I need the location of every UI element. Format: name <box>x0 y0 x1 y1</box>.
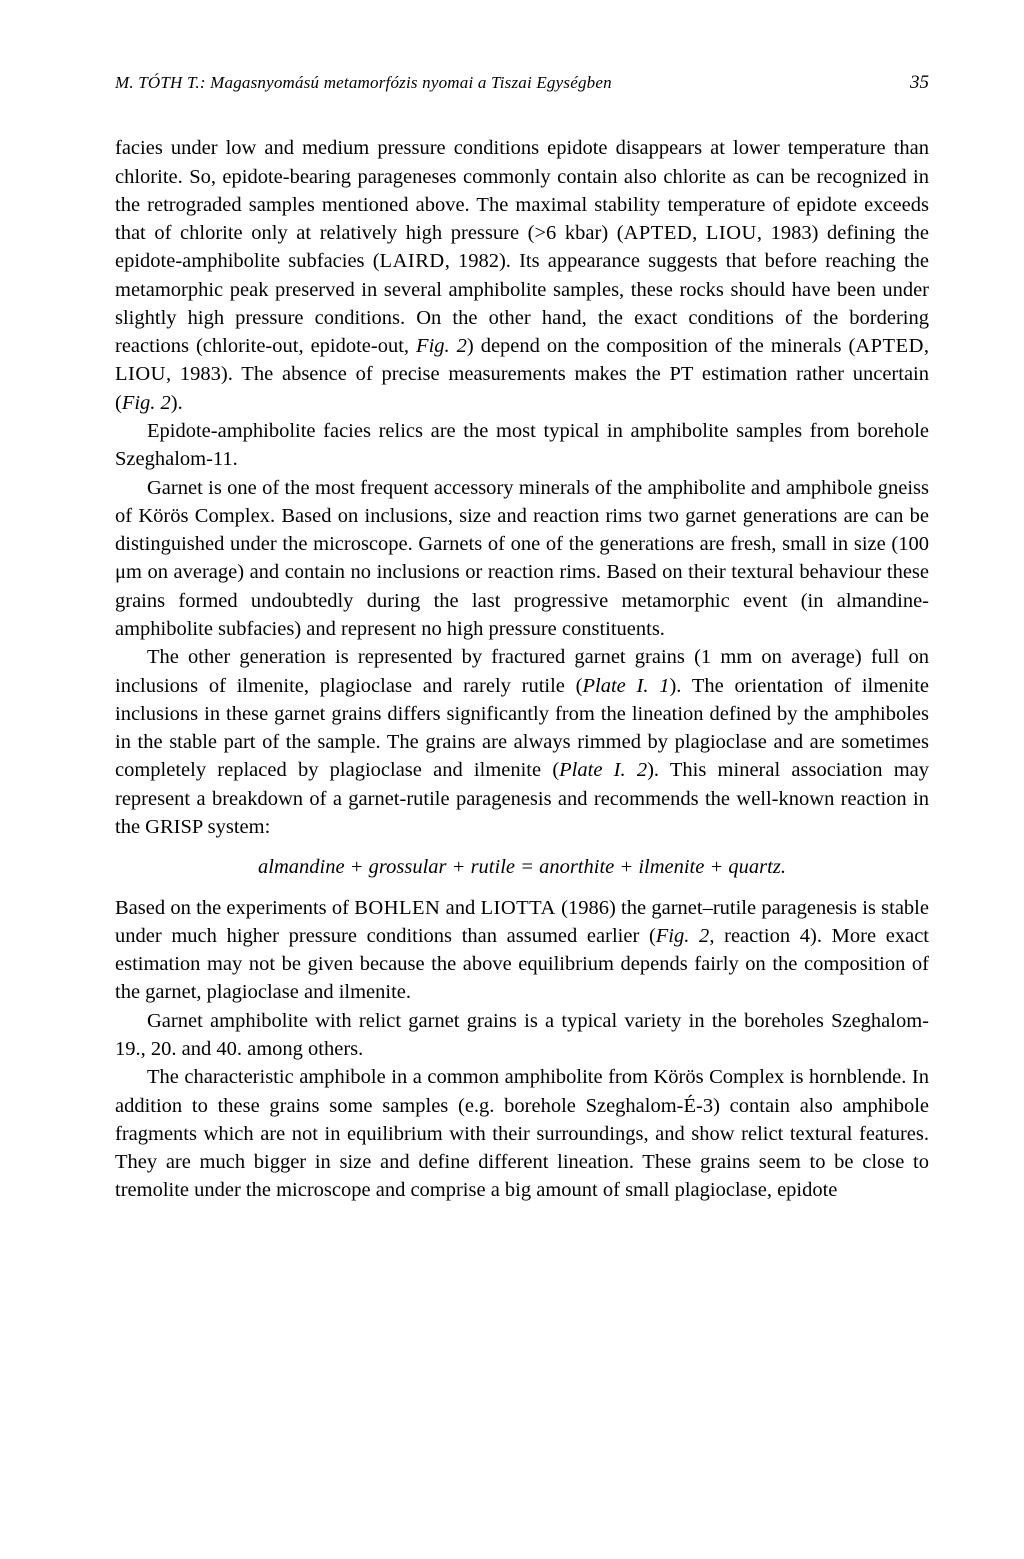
page-number: 35 <box>910 70 929 96</box>
equation-grisp: almandine + grossular + rutile = anorthi… <box>115 853 929 881</box>
paragraph-7: The characteristic amphibole in a common… <box>115 1063 929 1204</box>
running-title: M. TÓTH T.: Magasnyomású metamorfózis ny… <box>115 71 612 94</box>
paragraph-4: The other generation is represented by f… <box>115 643 929 841</box>
paragraph-2: Epidote-amphibolite facies relics are th… <box>115 417 929 474</box>
paragraph-1: facies under low and medium pressure con… <box>115 134 929 417</box>
paragraph-3: Garnet is one of the most frequent acces… <box>115 474 929 644</box>
paragraph-5: Based on the experiments of BOHLEN and L… <box>115 894 929 1007</box>
paragraph-6: Garnet amphibolite with relict garnet gr… <box>115 1007 929 1064</box>
page-header: M. TÓTH T.: Magasnyomású metamorfózis ny… <box>115 70 929 96</box>
